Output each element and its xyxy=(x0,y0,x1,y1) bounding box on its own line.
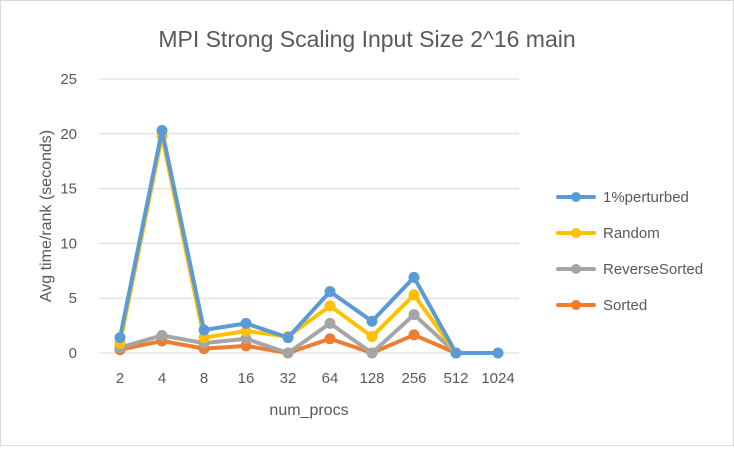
x-axis-label: num_procs xyxy=(269,402,348,419)
legend-item-1-perturbed: 1%perturbed xyxy=(556,189,689,206)
point-1-perturbed-512 xyxy=(450,347,462,359)
series-random xyxy=(114,130,462,359)
point-random-256 xyxy=(408,289,420,301)
point-1-perturbed-64 xyxy=(324,286,336,298)
point-1-perturbed-32 xyxy=(282,332,294,344)
point-sorted-64 xyxy=(324,333,336,345)
x-tick-label-16: 16 xyxy=(238,370,255,387)
point-1-perturbed-8 xyxy=(198,324,210,336)
series-line-1-perturbed xyxy=(118,128,500,355)
legend: 1%perturbed Random ReverseSorted Sorted xyxy=(556,189,703,314)
y-tick-label-3: 15 xyxy=(60,181,77,198)
legend-marker-reversesorted xyxy=(571,264,581,274)
y-tick-label-2: 10 xyxy=(60,235,77,252)
legend-item-reversesorted: ReverseSorted xyxy=(556,261,703,278)
y-axis: 0 5 10 15 20 25 xyxy=(60,71,77,362)
point-reversesorted-4 xyxy=(156,329,168,341)
x-tick-label-512: 512 xyxy=(443,370,468,387)
y-tick-label-1: 5 xyxy=(69,290,77,307)
point-1-perturbed-1024 xyxy=(492,347,504,359)
legend-marker-1-perturbed xyxy=(571,192,581,202)
legend-label-sorted: Sorted xyxy=(603,297,647,314)
point-reversesorted-32 xyxy=(282,347,294,359)
x-tick-label-32: 32 xyxy=(280,370,297,387)
legend-item-random: Random xyxy=(556,225,660,242)
chart-title: MPI Strong Scaling Input Size 2^16 main xyxy=(158,26,575,52)
point-reversesorted-256 xyxy=(408,309,420,321)
x-axis: 2 4 8 16 32 64 128 256 512 1024 xyxy=(116,370,515,387)
x-tick-label-1024: 1024 xyxy=(481,370,514,387)
point-random-128 xyxy=(366,331,378,343)
legend-marker-sorted xyxy=(571,300,581,310)
point-1-perturbed-2 xyxy=(114,332,126,344)
x-tick-label-128: 128 xyxy=(359,370,384,387)
series-1-perturbed xyxy=(114,125,504,359)
point-1-perturbed-256 xyxy=(408,271,420,283)
legend-item-sorted: Sorted xyxy=(556,297,647,314)
y-tick-label-5: 25 xyxy=(60,71,77,88)
point-reversesorted-64 xyxy=(324,317,336,329)
point-reversesorted-128 xyxy=(366,347,378,359)
point-1-perturbed-128 xyxy=(366,315,378,327)
series-layer xyxy=(114,125,504,359)
point-1-perturbed-4 xyxy=(156,125,168,137)
x-tick-label-256: 256 xyxy=(401,370,426,387)
x-tick-label-4: 4 xyxy=(158,370,166,387)
legend-label-1-perturbed: 1%perturbed xyxy=(603,189,689,206)
x-tick-label-8: 8 xyxy=(200,370,208,387)
y-tick-label-0: 0 xyxy=(69,345,77,362)
legend-label-reversesorted: ReverseSorted xyxy=(603,261,703,278)
legend-label-random: Random xyxy=(603,225,660,242)
y-tick-label-4: 20 xyxy=(60,126,77,143)
point-sorted-256 xyxy=(408,329,420,341)
legend-marker-random xyxy=(571,228,581,238)
point-random-64 xyxy=(324,300,336,312)
x-tick-label-2: 2 xyxy=(116,370,124,387)
x-tick-label-64: 64 xyxy=(322,370,339,387)
point-1-perturbed-16 xyxy=(240,317,252,329)
gridlines xyxy=(99,78,519,354)
y-axis-label: Avg time/rank (seconds) xyxy=(38,130,55,302)
